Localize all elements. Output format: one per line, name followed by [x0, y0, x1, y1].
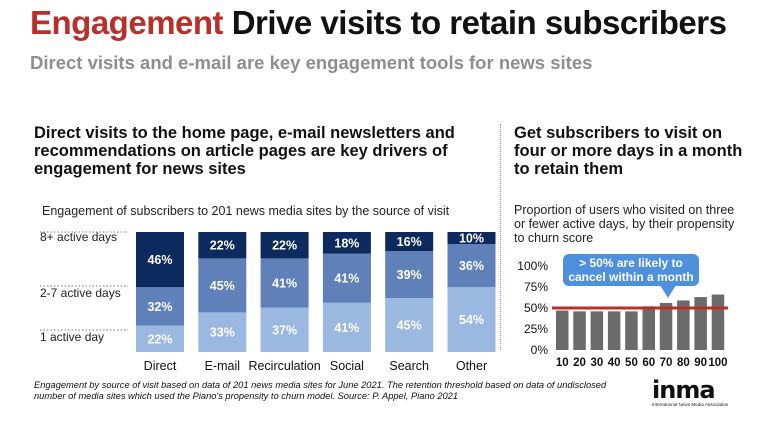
- data-label: 32%: [147, 300, 172, 314]
- segment-1-day: [447, 287, 496, 352]
- data-label: 18%: [334, 236, 359, 250]
- category-label: Direct: [144, 359, 177, 373]
- left-heading: Direct visits to the home page, e-mail n…: [34, 124, 455, 178]
- x-tick-label: 30: [590, 357, 603, 369]
- y-tick-label: 50%: [524, 301, 548, 315]
- data-label: 54%: [459, 313, 484, 327]
- title-rest: Drive visits to retain subscribers: [223, 4, 727, 41]
- logo-wordmark: inma: [652, 376, 716, 404]
- data-label: 10%: [459, 232, 484, 246]
- y-tick-label: 25%: [524, 322, 548, 336]
- churn-bar: [607, 311, 621, 350]
- x-tick-label: 90: [694, 357, 707, 369]
- churn-bar: [642, 306, 655, 350]
- segment-2-7-days: [260, 258, 309, 308]
- segment-2-7-days: [385, 251, 434, 298]
- segment-1-day: [136, 325, 184, 352]
- segment-1-day: [322, 302, 371, 352]
- data-label: 39%: [397, 268, 422, 282]
- churn-bar: [694, 297, 707, 350]
- x-tick-label: 70: [660, 357, 673, 369]
- x-tick-label: 100: [708, 357, 727, 369]
- data-label: 37%: [272, 323, 297, 337]
- category-label: Other: [456, 359, 487, 373]
- column-divider: [500, 124, 501, 350]
- data-label: 45%: [397, 319, 422, 333]
- data-label: 36%: [459, 259, 484, 273]
- x-tick-label: 40: [608, 357, 621, 369]
- data-label: 45%: [210, 279, 235, 293]
- category-label: Social: [330, 359, 364, 373]
- segment-1-day: [198, 312, 247, 352]
- data-label: 41%: [334, 272, 359, 286]
- churn-bar: [556, 310, 569, 350]
- segment-1-day: [385, 298, 434, 352]
- data-label: 22%: [210, 239, 235, 253]
- segment-1-day: [260, 307, 309, 352]
- churn-bar: [677, 300, 690, 350]
- right-chart-caption: Proportion of users who visited on three…: [514, 203, 735, 245]
- callout-text-line-1: > 50% are likely to: [579, 256, 683, 270]
- churn-bar: [590, 311, 604, 350]
- segment-2-7-days: [447, 244, 496, 288]
- y-tick-label: 100%: [517, 259, 548, 273]
- segment-8-plus-days: [260, 232, 309, 259]
- churn-bar: [573, 311, 586, 350]
- page-subtitle: Direct visits and e-mail are key engagem…: [30, 52, 593, 73]
- left-chart-caption: Engagement of subscribers to 201 news me…: [42, 204, 450, 218]
- x-tick-label: 10: [556, 357, 569, 369]
- page-title: Engagement Drive visits to retain subscr…: [30, 4, 727, 42]
- category-label: Recirculation: [248, 359, 320, 373]
- segment-2-7-days: [322, 253, 371, 303]
- x-tick-label: 20: [573, 357, 586, 369]
- x-tick-label: 50: [625, 357, 638, 369]
- right-heading: Get subscribers to visit on four or more…: [514, 124, 743, 178]
- data-label: 46%: [147, 253, 172, 267]
- data-label: 33%: [210, 326, 235, 340]
- inma-logo: inma International News Media Associatio…: [652, 378, 732, 418]
- churn-bar: [711, 294, 725, 350]
- data-label: 41%: [334, 321, 359, 335]
- row-label: 2-7 active days: [40, 286, 121, 300]
- segment-8-plus-days: [322, 232, 371, 254]
- segment-8-plus-days: [447, 232, 496, 244]
- segment-8-plus-days: [385, 232, 434, 252]
- data-label: 22%: [147, 332, 172, 346]
- title-accent: Engagement: [30, 4, 224, 41]
- y-tick-label: 0%: [531, 343, 549, 357]
- data-label: 22%: [272, 239, 297, 253]
- segment-8-plus-days: [136, 232, 184, 288]
- data-label: 16%: [397, 235, 422, 249]
- y-tick-label: 75%: [524, 280, 548, 294]
- callout-text-line-2: cancel within a month: [568, 270, 693, 284]
- segment-2-7-days: [198, 258, 247, 313]
- segment-8-plus-days: [198, 232, 247, 259]
- callout-bubble: [563, 254, 699, 286]
- x-tick-label: 60: [642, 357, 655, 369]
- category-label: Search: [389, 359, 429, 373]
- x-tick-label: 80: [677, 357, 690, 369]
- segment-2-7-days: [136, 287, 184, 326]
- callout-pointer: [660, 285, 676, 298]
- data-label: 41%: [272, 277, 297, 291]
- churn-bar: [625, 311, 638, 350]
- churn-bar: [659, 302, 673, 350]
- row-label: 8+ active days: [40, 230, 117, 244]
- footnote: Engagement by source of visit based on d…: [34, 380, 607, 401]
- row-label: 1 active day: [40, 330, 104, 344]
- category-label: E-mail: [205, 359, 240, 373]
- logo-tagline: International News Media Association: [652, 402, 729, 407]
